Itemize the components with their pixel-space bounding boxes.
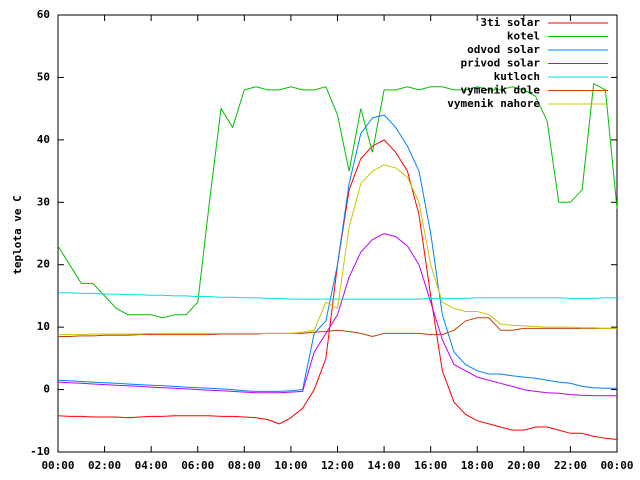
legend-label: kotel [507,30,540,43]
x-tick-label: 16:00 [414,459,447,472]
x-tick-label: 22:00 [554,459,587,472]
legend-label: vymenik dole [461,84,541,97]
legend-label: 3ti solar [480,16,540,29]
y-tick-label: 10 [37,320,50,333]
y-tick-label: 0 [43,383,50,396]
series-line [58,292,617,300]
y-axis-label: teplota ve C [11,195,24,274]
x-tick-label: 08:00 [228,459,261,472]
series-line [57,232,617,397]
y-tick-label: 50 [37,70,50,83]
series-line [58,317,617,338]
x-tick-label: 04:00 [135,459,168,472]
x-tick-label: 20:00 [507,459,540,472]
x-tick-label: 00:00 [41,459,74,472]
x-tick-label: 06:00 [181,459,214,472]
legend-label: kutloch [494,70,540,83]
y-tick-label: 60 [37,8,50,21]
y-tick-label: 40 [37,133,50,146]
legend-label: privod solar [461,57,541,70]
x-tick-label: 00:00 [600,459,633,472]
x-tick-label: 14:00 [368,459,401,472]
series-line [57,114,617,392]
series-line [57,82,618,319]
x-tick-label: 10:00 [274,459,307,472]
legend-label: odvod solar [467,43,540,56]
series-line [57,139,618,440]
x-tick-label: 18:00 [461,459,494,472]
x-tick-label: 02:00 [88,459,121,472]
y-tick-label: -10 [30,445,50,458]
x-tick-label: 12:00 [321,459,354,472]
y-tick-label: 30 [37,195,50,208]
legend-label: vymenik nahore [447,97,540,110]
y-tick-label: 20 [37,258,50,271]
series-line [58,164,617,336]
